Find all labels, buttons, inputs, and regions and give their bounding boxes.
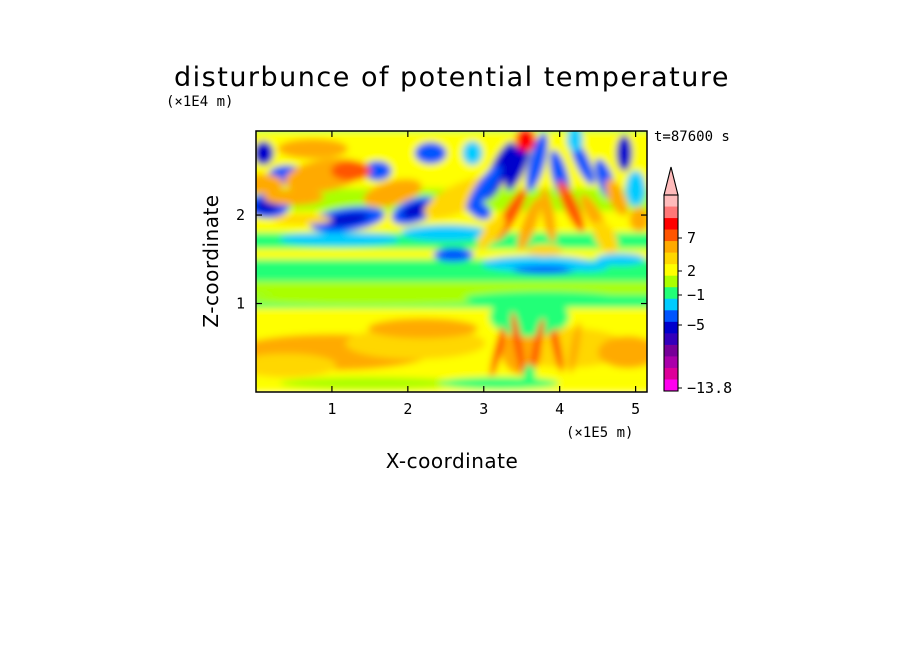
colorbar-cell — [664, 333, 678, 346]
field-blob — [277, 138, 348, 159]
field-blob — [256, 174, 284, 195]
colorbar-extend-arrow — [663, 166, 679, 196]
field-blob — [598, 336, 647, 369]
colorbar-cell — [664, 310, 678, 323]
field-blob — [592, 220, 618, 254]
colorbar-cell — [664, 298, 678, 311]
x-axis: 1 2 3 4 5 — [327, 131, 640, 418]
field-blob — [400, 224, 491, 241]
field-blob — [595, 253, 646, 266]
colorbar-cell — [664, 195, 678, 207]
x-tick-label: 4 — [555, 400, 564, 418]
field-blob — [414, 142, 447, 165]
x-tick-label: 2 — [403, 400, 412, 418]
colorbar-cell — [664, 367, 678, 380]
field-blob — [564, 261, 609, 272]
field-blob — [402, 202, 429, 219]
x-axis-label: X-coordinate — [386, 449, 519, 473]
field-blob — [605, 178, 628, 216]
field-blob — [629, 207, 647, 232]
colorbar-label: 2 — [687, 262, 696, 280]
field-blob — [523, 364, 536, 385]
y-axis: 12 — [236, 206, 647, 313]
field-blob — [517, 197, 541, 251]
colorbar-label: 7 — [687, 229, 696, 247]
field-blob — [616, 135, 633, 172]
x-unit-label: (×1E5 m) — [566, 425, 633, 441]
x-tick-label: 5 — [631, 400, 640, 418]
field-blob — [512, 265, 577, 274]
field-blob — [526, 244, 563, 257]
field-blob — [557, 180, 585, 232]
x-tick-label: 3 — [479, 400, 488, 418]
y-tick-label: 2 — [236, 206, 245, 224]
colorbar-frame — [663, 194, 679, 392]
chart-title: disturbunce of potential temperature — [174, 62, 730, 93]
time-label: t=87600 s — [654, 129, 730, 145]
colorbar-cell — [664, 264, 678, 277]
field-blob — [330, 160, 371, 181]
colorbar-cell — [664, 321, 678, 334]
field-blob — [256, 141, 274, 166]
field-blob — [511, 311, 525, 375]
field-blob — [490, 318, 508, 377]
field-band — [256, 281, 647, 295]
colorbar-cell — [664, 252, 678, 265]
field-blob — [279, 231, 400, 246]
field-blob — [462, 141, 483, 166]
field-blob — [433, 247, 474, 262]
field-blob — [547, 301, 558, 332]
field-blob — [466, 165, 502, 212]
colorbar-cell — [664, 379, 678, 392]
field-blob — [256, 353, 337, 378]
colorbar — [663, 166, 679, 392]
field-blob — [363, 160, 392, 181]
field-blob — [515, 131, 536, 152]
field-blob — [271, 214, 332, 225]
field-blob — [540, 187, 556, 243]
colorbar-label: −13.8 — [687, 379, 732, 397]
plot-frame — [255, 130, 648, 393]
field-blob — [256, 293, 510, 306]
y-axis-label: Z-coordinate — [199, 194, 223, 327]
colorbar-cell — [664, 218, 678, 230]
field-blob — [368, 318, 479, 339]
colorbar-label: −1 — [687, 286, 705, 304]
field-blob — [438, 377, 559, 390]
field-blob — [568, 322, 581, 374]
field-blob — [325, 212, 369, 227]
colorbar-cell — [664, 206, 678, 219]
field-blob — [566, 131, 583, 152]
colorbar-cell — [664, 241, 678, 253]
field-blob — [525, 132, 548, 192]
colorbar-cell — [664, 287, 678, 300]
field-blob — [501, 301, 512, 332]
colorbar-cell — [664, 356, 678, 369]
field-blob — [529, 318, 545, 378]
colorbar-cell — [664, 344, 678, 357]
field-blob — [363, 178, 422, 207]
y-tick-label: 1 — [236, 295, 245, 313]
colorbar-label: −5 — [687, 316, 705, 334]
field-blob — [625, 170, 646, 207]
field-blob — [279, 377, 460, 390]
y-unit-label: (×1E4 m) — [166, 94, 233, 110]
colorbar-cell — [664, 229, 678, 242]
field-blob — [468, 201, 492, 220]
colorbar-cell — [664, 275, 678, 288]
field-blob — [263, 189, 324, 206]
heatmap-field — [256, 131, 647, 392]
colorbar-labels: 7 2 −1 −5 −13.8 — [678, 229, 732, 397]
field-blob — [477, 216, 506, 249]
x-tick-label: 1 — [327, 400, 336, 418]
